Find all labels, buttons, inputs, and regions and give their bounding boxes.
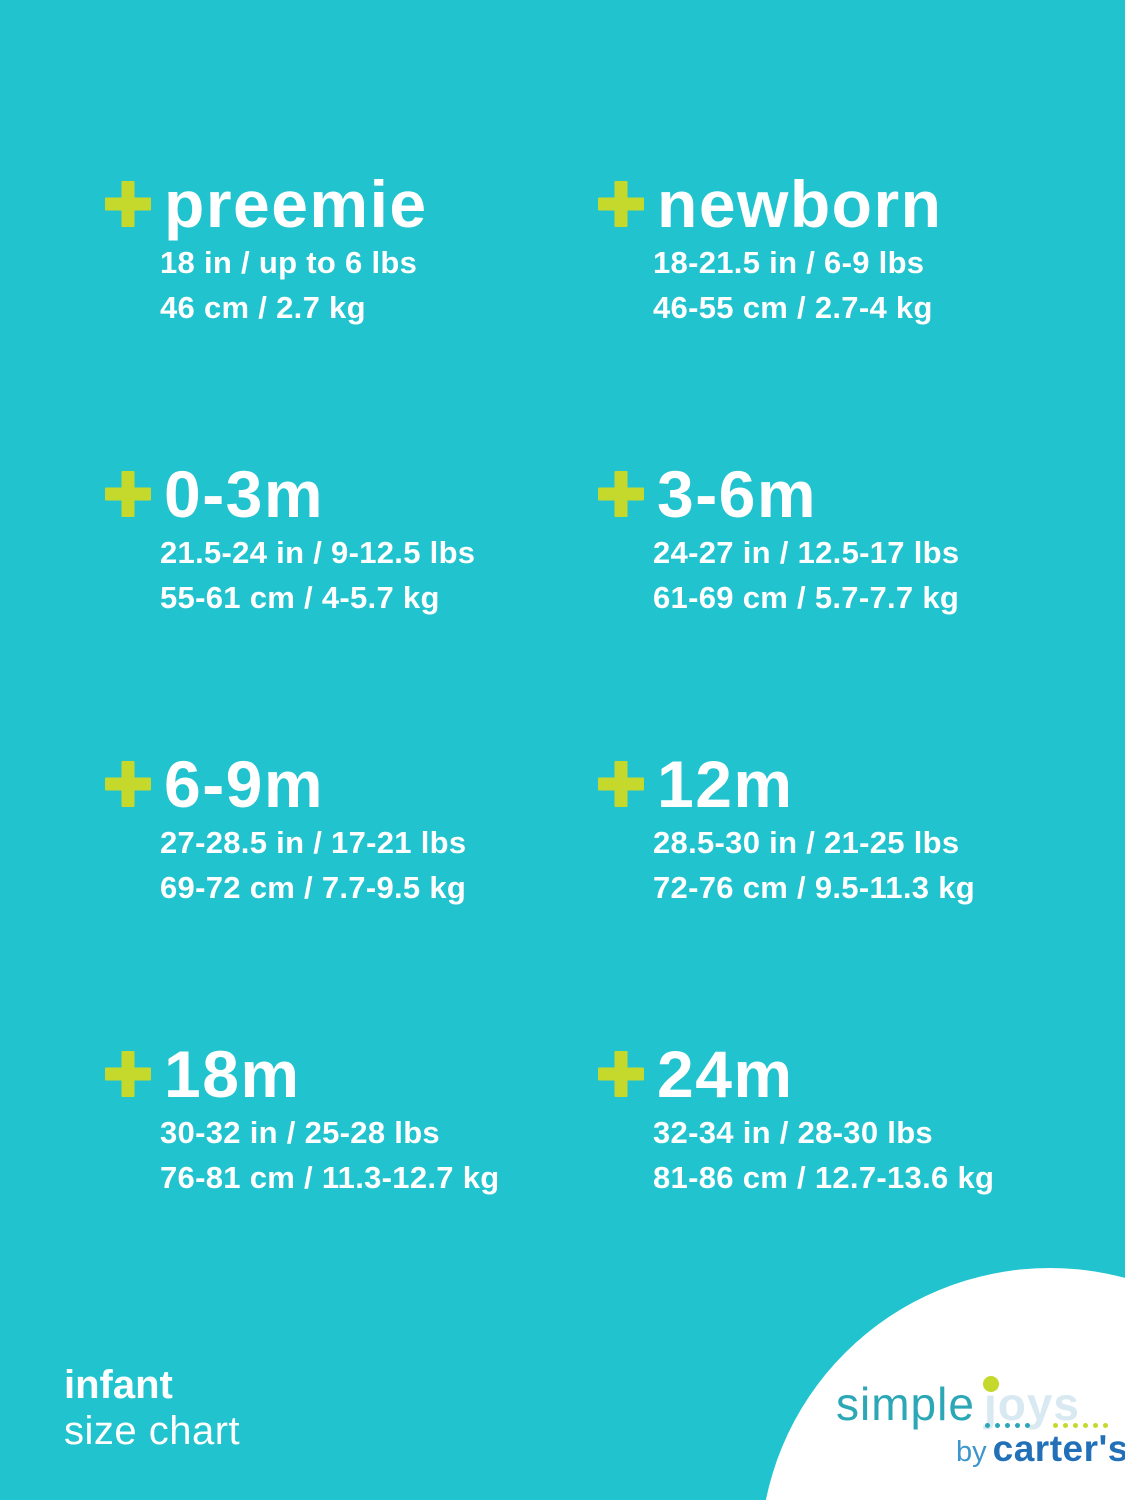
size-block-12m: 12m 28.5-30 in / 21-25 lbs 72-76 cm / 9.… [598, 750, 1091, 1040]
size-imperial: 32-34 in / 28-30 lbs [653, 1115, 933, 1150]
size-metric: 46 cm / 2.7 kg [160, 290, 366, 325]
size-metric: 76-81 cm / 11.3-12.7 kg [160, 1160, 500, 1195]
size-name: 6-9m [164, 747, 325, 821]
size-block-24m: 24m 32-34 in / 28-30 lbs 81-86 cm / 12.7… [598, 1040, 1091, 1330]
size-metric: 69-72 cm / 7.7-9.5 kg [160, 870, 467, 905]
logo-word-joys: joys [982, 1376, 1080, 1430]
size-name: 3-6m [657, 457, 818, 531]
size-metric: 61-69 cm / 5.7-7.7 kg [653, 580, 960, 615]
size-name: 0-3m [164, 457, 325, 531]
logo-word-simple: simple [836, 1378, 975, 1430]
size-name: 12m [657, 747, 794, 821]
size-block-3-6m: 3-6m 24-27 in / 12.5-17 lbs 61-69 cm / 5… [598, 460, 1091, 750]
size-metric: 55-61 cm / 4-5.7 kg [160, 580, 440, 615]
size-metric: 46-55 cm / 2.7-4 kg [653, 290, 933, 325]
size-imperial: 28.5-30 in / 21-25 lbs [653, 825, 960, 860]
size-name: 24m [657, 1037, 794, 1111]
logo-dot-rows [985, 1423, 1108, 1428]
size-title-row: 18m [105, 1040, 598, 1108]
size-details: 24-27 in / 12.5-17 lbs 61-69 cm / 5.7-7.… [653, 530, 1091, 620]
size-details: 28.5-30 in / 21-25 lbs 72-76 cm / 9.5-11… [653, 820, 1091, 910]
size-imperial: 21.5-24 in / 9-12.5 lbs [160, 535, 476, 570]
size-block-6-9m: 6-9m 27-28.5 in / 17-21 lbs 69-72 cm / 7… [105, 750, 598, 1040]
teal-dots-icon [985, 1423, 1030, 1428]
logo-word-carters: carter's [992, 1428, 1125, 1469]
size-title-row: 0-3m [105, 460, 598, 528]
size-title-row: 3-6m [598, 460, 1091, 528]
plus-icon [598, 181, 644, 227]
size-title-row: preemie [105, 170, 598, 238]
size-imperial: 27-28.5 in / 17-21 lbs [160, 825, 467, 860]
size-details: 30-32 in / 25-28 lbs 76-81 cm / 11.3-12.… [160, 1110, 598, 1200]
size-imperial: 24-27 in / 12.5-17 lbs [653, 535, 960, 570]
size-details: 32-34 in / 28-30 lbs 81-86 cm / 12.7-13.… [653, 1110, 1091, 1200]
size-imperial: 18-21.5 in / 6-9 lbs [653, 245, 925, 280]
size-block-preemie: preemie 18 in / up to 6 lbs 46 cm / 2.7 … [105, 170, 598, 460]
size-title-row: newborn [598, 170, 1091, 238]
size-block-newborn: newborn 18-21.5 in / 6-9 lbs 46-55 cm / … [598, 170, 1091, 460]
size-name: preemie [164, 167, 428, 241]
size-name: newborn [657, 167, 943, 241]
plus-icon [105, 181, 151, 227]
size-title-row: 12m [598, 750, 1091, 818]
plus-icon [105, 471, 151, 517]
size-title-row: 6-9m [105, 750, 598, 818]
plus-icon [598, 1051, 644, 1097]
size-name: 18m [164, 1037, 301, 1111]
size-details: 18 in / up to 6 lbs 46 cm / 2.7 kg [160, 240, 598, 330]
size-imperial: 30-32 in / 25-28 lbs [160, 1115, 440, 1150]
size-block-18m: 18m 30-32 in / 25-28 lbs 76-81 cm / 11.3… [105, 1040, 598, 1330]
logo-word-joys-text: joys [983, 1378, 1080, 1430]
chart-title-subtitle: size chart [64, 1409, 241, 1453]
brand-logo-wordmark: simple joys [836, 1376, 1080, 1430]
green-dot-icon [982, 1376, 999, 1392]
plus-icon [598, 471, 644, 517]
size-details: 21.5-24 in / 9-12.5 lbs 55-61 cm / 4-5.7… [160, 530, 598, 620]
size-metric: 81-86 cm / 12.7-13.6 kg [653, 1160, 995, 1195]
plus-icon [105, 1051, 151, 1097]
size-grid: preemie 18 in / up to 6 lbs 46 cm / 2.7 … [105, 170, 1091, 1330]
size-title-row: 24m [598, 1040, 1091, 1108]
plus-icon [105, 761, 151, 807]
size-metric: 72-76 cm / 9.5-11.3 kg [653, 870, 975, 905]
chart-title: infant size chart [64, 1362, 240, 1454]
brand-logo-byline: by carter's ™ [956, 1428, 1125, 1470]
size-details: 27-28.5 in / 17-21 lbs 69-72 cm / 7.7-9.… [160, 820, 598, 910]
size-imperial: 18 in / up to 6 lbs [160, 245, 418, 280]
plus-icon [598, 761, 644, 807]
chart-title-category: infant [64, 1363, 173, 1407]
logo-word-by: by [956, 1436, 987, 1468]
size-block-0-3m: 0-3m 21.5-24 in / 9-12.5 lbs 55-61 cm / … [105, 460, 598, 750]
size-details: 18-21.5 in / 6-9 lbs 46-55 cm / 2.7-4 kg [653, 240, 1091, 330]
green-dots-icon [1053, 1423, 1108, 1428]
